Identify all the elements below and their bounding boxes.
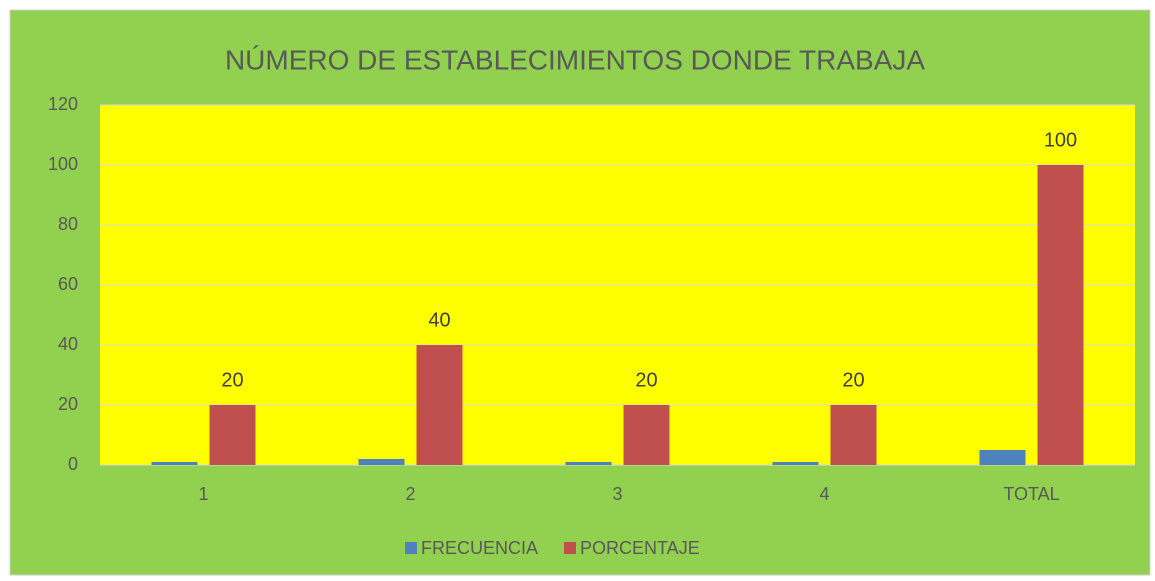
legend-label: PORCENTAJE — [580, 538, 700, 558]
legend-swatch — [564, 542, 577, 554]
y-tick-label: 40 — [58, 334, 78, 354]
bar — [209, 405, 256, 465]
bar — [772, 462, 819, 465]
x-tick-label: 4 — [819, 484, 829, 504]
y-tick-label: 0 — [68, 454, 78, 474]
legend-label: FRECUENCIA — [421, 538, 538, 558]
bar — [151, 462, 198, 465]
x-tick-label: 3 — [612, 484, 622, 504]
bar — [1037, 165, 1084, 465]
y-tick-label: 80 — [58, 214, 78, 234]
y-tick-label: 120 — [48, 94, 78, 114]
data-label: 20 — [635, 369, 657, 391]
bar — [358, 459, 405, 465]
chart-title: NÚMERO DE ESTABLECIMIENTOS DONDE TRABAJA — [225, 44, 925, 75]
y-tick-label: 60 — [58, 274, 78, 294]
x-tick-label: TOTAL — [1003, 484, 1059, 504]
bar — [565, 462, 612, 465]
y-tick-label: 20 — [58, 394, 78, 414]
x-tick-label: 2 — [405, 484, 415, 504]
bar — [623, 405, 670, 465]
data-label: 40 — [428, 309, 450, 331]
bar — [830, 405, 877, 465]
y-tick-label: 100 — [48, 154, 78, 174]
x-tick-label: 1 — [198, 484, 208, 504]
data-label: 100 — [1044, 129, 1077, 151]
bar — [979, 450, 1026, 465]
data-label: 20 — [842, 369, 864, 391]
legend-swatch — [405, 542, 417, 554]
bar — [416, 345, 463, 465]
data-label: 20 — [221, 369, 243, 391]
